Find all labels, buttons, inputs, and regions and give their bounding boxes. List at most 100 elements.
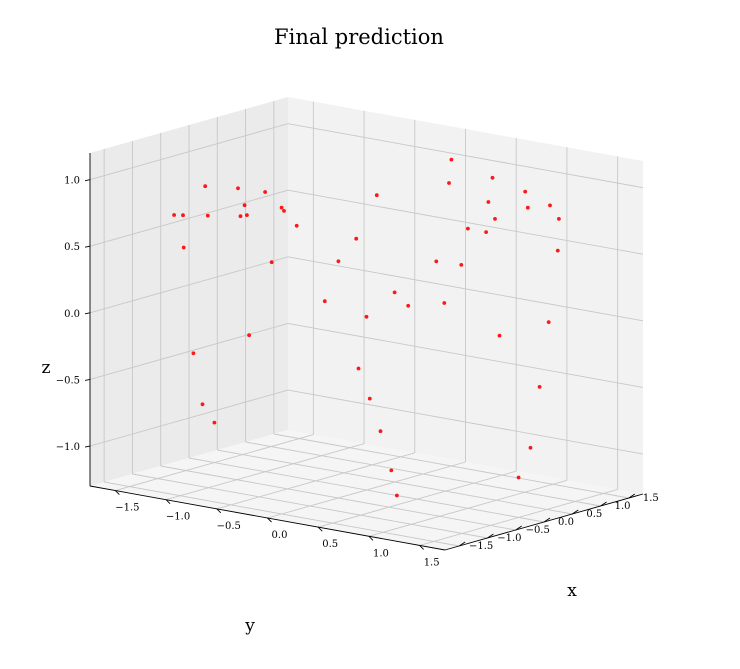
gridline-y-floor bbox=[132, 473, 488, 539]
gridlines bbox=[89, 101, 644, 547]
data-point bbox=[200, 402, 205, 407]
y-tick-label: 1.5 bbox=[643, 493, 659, 504]
z-tick bbox=[84, 312, 91, 315]
data-point bbox=[546, 320, 551, 324]
data-point bbox=[555, 248, 560, 253]
data-point bbox=[392, 290, 397, 295]
x-tick-label: 1.0 bbox=[373, 548, 389, 559]
x-tick bbox=[216, 508, 222, 514]
y-tick-label: 0.0 bbox=[558, 517, 574, 528]
data-point bbox=[172, 213, 177, 217]
x-tick bbox=[368, 535, 374, 541]
data-point bbox=[537, 385, 542, 389]
y-tick bbox=[543, 517, 551, 523]
data-point bbox=[447, 181, 451, 185]
gridline-z-left bbox=[89, 123, 289, 181]
data-point bbox=[263, 190, 267, 194]
y-tick bbox=[487, 533, 494, 539]
data-point bbox=[490, 175, 495, 180]
data-point bbox=[212, 420, 217, 425]
data-point bbox=[236, 186, 240, 191]
gridline-y-floor bbox=[104, 481, 460, 547]
data-point bbox=[497, 333, 502, 338]
gridline-z-left bbox=[89, 323, 289, 380]
data-point bbox=[205, 213, 210, 218]
z-tick-label: −0.5 bbox=[56, 375, 80, 386]
y-tick bbox=[515, 525, 522, 531]
data-point bbox=[356, 366, 361, 371]
y-tick bbox=[628, 493, 636, 499]
y-tick-label: 0.5 bbox=[586, 509, 602, 520]
tick-marks-and-labels: −1.5 −1.0 −0.5 0.0 0.5 1.0 1.5 −1.5 −1.0 −0.5 0.0 0… bbox=[56, 176, 659, 569]
z-tick-label: 0.5 bbox=[64, 242, 80, 253]
data-point bbox=[367, 396, 372, 401]
gridline-z-back bbox=[287, 189, 644, 255]
y-tick-label: −1.5 bbox=[469, 541, 493, 552]
data-point bbox=[247, 333, 252, 338]
data-point bbox=[336, 259, 341, 264]
data-point bbox=[238, 214, 243, 219]
y-tick bbox=[458, 541, 466, 547]
data-point bbox=[378, 429, 383, 434]
data-point bbox=[434, 259, 439, 264]
data-point bbox=[294, 223, 299, 228]
scatter-points bbox=[172, 157, 561, 498]
data-point bbox=[364, 314, 369, 319]
chart-title: Final prediction bbox=[274, 25, 444, 49]
data-point bbox=[242, 203, 247, 208]
y-tick-label: −0.5 bbox=[526, 525, 550, 536]
data-point bbox=[354, 236, 359, 241]
data-point bbox=[484, 230, 488, 235]
gridline-y-floor bbox=[160, 465, 516, 531]
z-tick-label: 1.0 bbox=[64, 176, 80, 187]
data-point bbox=[389, 468, 394, 473]
gridline-z-back bbox=[287, 256, 644, 322]
y-tick-label: 1.0 bbox=[615, 501, 631, 512]
data-point bbox=[493, 217, 497, 221]
gridline-z-left bbox=[89, 389, 289, 447]
data-point bbox=[557, 217, 561, 221]
data-point bbox=[525, 205, 530, 210]
data-point bbox=[442, 301, 447, 305]
x-tick bbox=[267, 517, 272, 523]
z-tick-label: −1.0 bbox=[56, 442, 80, 453]
x-tick-label: 0.0 bbox=[272, 530, 288, 541]
x-tick bbox=[165, 499, 171, 505]
data-point bbox=[245, 213, 249, 218]
z-tick-label: 0.0 bbox=[64, 309, 80, 320]
x-tick-label: −0.5 bbox=[217, 521, 241, 532]
data-point bbox=[449, 157, 454, 162]
gridline-z-back bbox=[287, 389, 644, 455]
data-point bbox=[279, 205, 284, 210]
z-tick bbox=[84, 445, 91, 448]
data-point bbox=[459, 263, 464, 267]
x-tick bbox=[419, 545, 424, 550]
data-point bbox=[203, 184, 208, 189]
z-tick bbox=[84, 378, 91, 381]
x-tick-label: 0.5 bbox=[322, 539, 338, 550]
data-point bbox=[374, 193, 379, 198]
data-point bbox=[191, 351, 196, 356]
data-point bbox=[322, 299, 327, 304]
data-point bbox=[269, 260, 274, 265]
x-tick-label: 1.5 bbox=[424, 557, 440, 568]
y-tick-label: −1.0 bbox=[497, 533, 521, 544]
z-axis-label: z bbox=[42, 358, 51, 378]
data-point bbox=[516, 475, 521, 480]
gridline-y-floor bbox=[273, 433, 629, 499]
data-point bbox=[181, 213, 185, 218]
data-point bbox=[486, 200, 491, 204]
gridline-y-floor bbox=[217, 449, 573, 515]
data-point bbox=[406, 303, 411, 308]
y-axis-label: y bbox=[244, 616, 255, 636]
data-point bbox=[395, 493, 399, 498]
y-tick bbox=[600, 501, 607, 507]
data-point bbox=[466, 226, 470, 231]
x-tick bbox=[115, 490, 120, 495]
z-tick bbox=[84, 245, 91, 248]
data-point bbox=[181, 245, 186, 250]
y-tick bbox=[572, 509, 579, 515]
gridline-z-left bbox=[89, 189, 289, 247]
data-point bbox=[282, 209, 286, 213]
data-point bbox=[548, 203, 552, 208]
